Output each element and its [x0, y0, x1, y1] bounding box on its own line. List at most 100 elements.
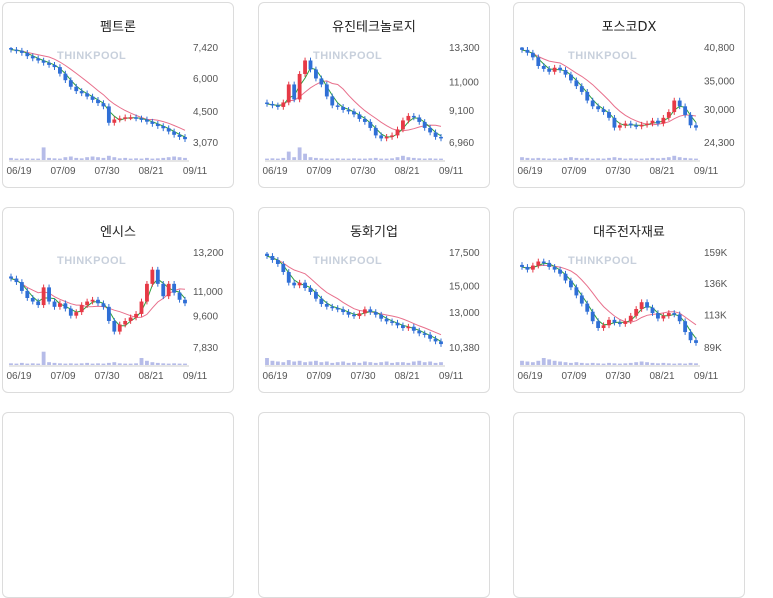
candle-body — [134, 313, 138, 318]
volume-bar — [536, 360, 541, 365]
candle-body — [128, 117, 133, 119]
candle-body — [563, 273, 568, 281]
candle-body — [395, 129, 400, 136]
y-tick-label: 40,800 — [704, 43, 735, 54]
volume-bar — [607, 157, 611, 160]
candle-body — [90, 96, 95, 100]
watermark: THINKPOOL — [57, 50, 126, 62]
candle-body — [645, 302, 649, 308]
candle-body — [47, 287, 51, 302]
candle-body — [292, 84, 297, 100]
y-tick-label: 9,600 — [193, 312, 218, 323]
candle-body — [694, 125, 698, 128]
chart-card[interactable] — [258, 412, 490, 598]
volume-bar — [661, 157, 666, 160]
candle-body — [661, 315, 666, 319]
y-tick-label: 6,000 — [193, 74, 218, 85]
candle-body — [85, 301, 90, 306]
volume-bar — [9, 157, 13, 160]
volume-bar — [79, 158, 84, 160]
chart-card[interactable]: 엔시스 THINKPOOL 13,200 11,000 9,600 7,830 06/19… — [2, 207, 234, 393]
candle-body — [297, 282, 302, 286]
volume-bar — [585, 363, 590, 365]
volume-bar — [58, 158, 62, 160]
volume-bar — [536, 157, 541, 160]
candle-body — [161, 126, 166, 129]
volume-bar — [683, 363, 688, 365]
volume-bar — [286, 151, 291, 160]
candle-body — [19, 50, 24, 53]
volume-bar — [639, 361, 644, 365]
candle-body — [552, 266, 557, 270]
volume-bar — [368, 362, 373, 365]
candle-body — [536, 261, 541, 266]
candle-body — [14, 278, 19, 283]
x-tick-label: 07/09 — [50, 371, 75, 382]
chart-card[interactable]: 펨트론 THINKPOOL 7,420 6,000 4,500 3,070 06/19 07… — [2, 2, 234, 188]
volume-bar — [85, 362, 90, 365]
volume-bar — [319, 158, 324, 160]
candle-body — [650, 307, 655, 314]
candle-body — [352, 314, 356, 317]
chart-card[interactable] — [2, 412, 234, 598]
volume-bar — [688, 362, 693, 365]
volume-bar — [134, 158, 138, 160]
candle-body — [428, 127, 433, 133]
volume-bar — [128, 158, 133, 160]
candle-body — [401, 120, 405, 130]
chart-card[interactable]: 포스코DX THINKPOOL 40,800 35,000 30,000 24,300 0… — [513, 2, 745, 188]
volume-bar — [552, 360, 557, 365]
candle-body — [139, 118, 144, 120]
x-tick-label: 07/30 — [94, 166, 119, 177]
candle-body — [650, 120, 655, 124]
candle-body — [101, 103, 106, 107]
chart-title: 엔시스 — [100, 225, 136, 240]
y-tick-label: 3,070 — [193, 138, 218, 149]
volume-bar — [634, 158, 639, 160]
volume-bar — [411, 157, 416, 160]
candle-body — [373, 312, 378, 315]
watermark: THINKPOOL — [568, 255, 637, 267]
candle-body — [439, 136, 443, 139]
candle-body — [688, 114, 693, 126]
candle-body — [106, 106, 111, 123]
volume-bar — [58, 363, 62, 365]
candle-body — [628, 123, 633, 126]
candle-body — [569, 74, 573, 81]
chart-title: 동화기업 — [350, 225, 398, 240]
volume-bar — [623, 363, 628, 365]
volume-bar — [677, 363, 682, 365]
chart-card[interactable]: 유진테크놀로지 THINKPOOL 13,300 11,000 9,100 6,960 0… — [258, 2, 490, 188]
y-tick-label: 7,420 — [193, 43, 218, 54]
volume-bar — [177, 157, 182, 160]
candle-body — [275, 105, 280, 107]
candle-body — [639, 302, 644, 309]
candle-body — [362, 309, 367, 314]
candle-body — [134, 117, 138, 119]
volume-bar — [150, 362, 155, 365]
volume-bar — [324, 158, 329, 160]
candle-body — [390, 135, 394, 137]
chart-card[interactable] — [513, 412, 745, 598]
y-tick-label: 9,100 — [449, 106, 474, 117]
candle-body — [150, 121, 155, 124]
candle-body — [330, 96, 335, 106]
volume-bar — [150, 158, 155, 160]
x-tick-label: 06/19 — [517, 166, 542, 177]
chart-card[interactable]: 동화기업 THINKPOOL 17,500 15,000 13,000 10,380 06… — [258, 207, 490, 393]
candle-body — [297, 73, 302, 100]
volume-bar — [128, 363, 133, 365]
volume-bar — [308, 157, 313, 160]
volume-bar — [362, 158, 367, 160]
volume-bar — [303, 153, 307, 160]
candle-body — [688, 332, 693, 341]
chart-card[interactable]: 대주전자재료 THINKPOOL 159K 136K 113K 89K 06/19 07/0… — [513, 207, 745, 393]
candle-body — [623, 321, 628, 324]
volume-bar — [395, 157, 400, 160]
candle-body — [569, 280, 573, 288]
volume-bar — [41, 351, 46, 365]
candle-body — [601, 109, 606, 113]
volume-bar — [270, 360, 275, 365]
moving-average-long — [10, 278, 186, 319]
candle-body — [357, 313, 362, 317]
